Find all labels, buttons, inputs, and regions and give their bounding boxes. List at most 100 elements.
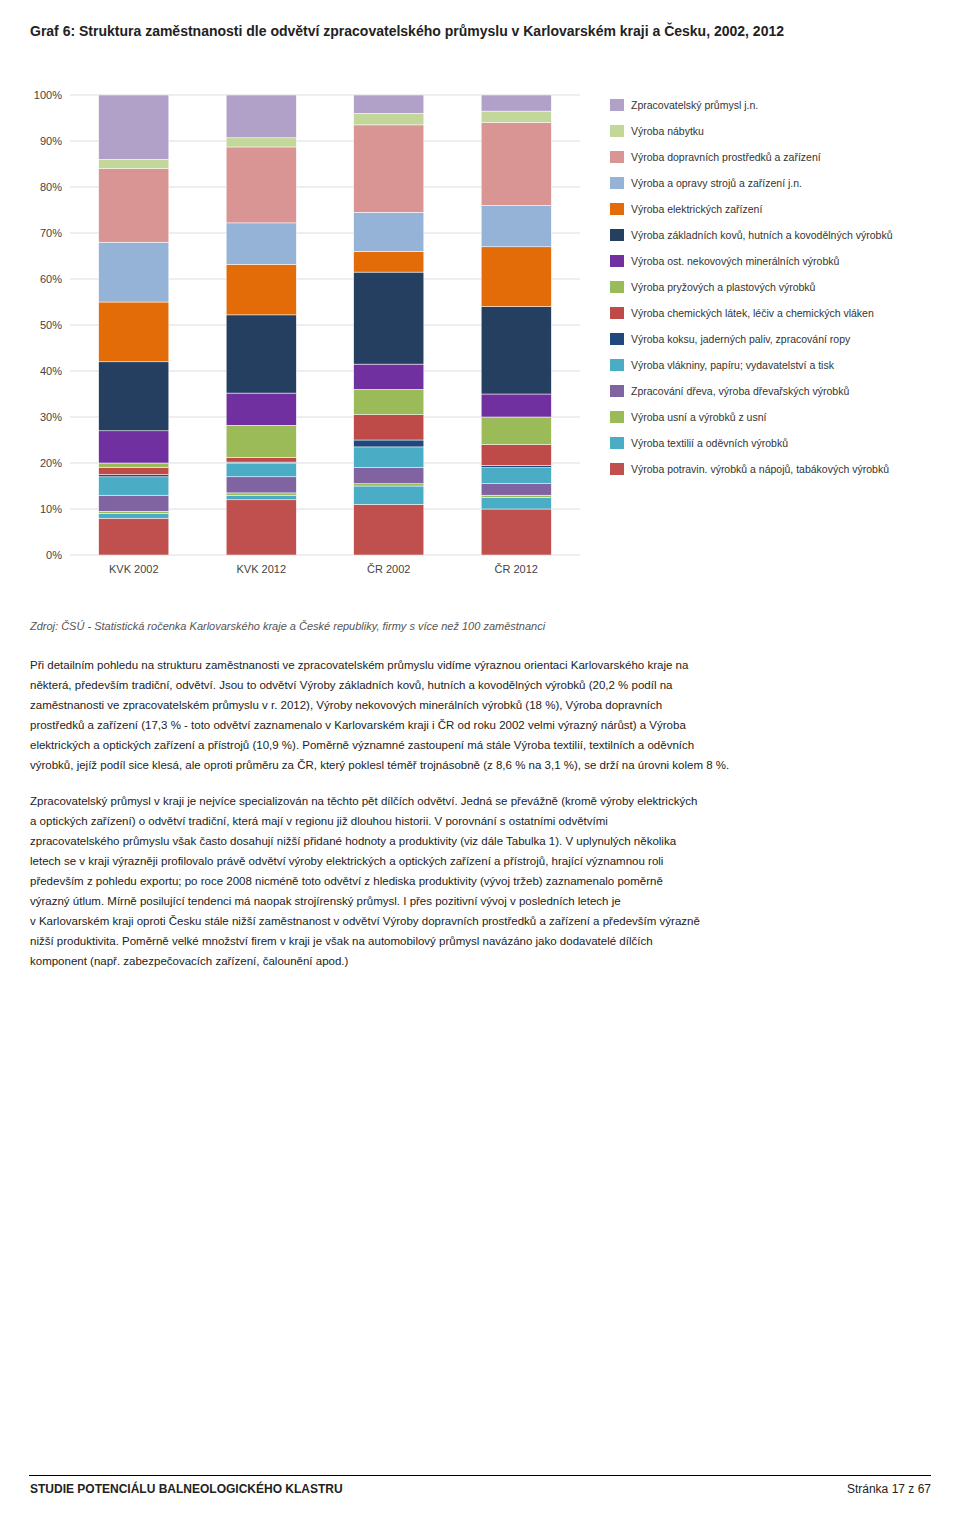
footer-right: Stránka 17 z 67 bbox=[847, 1482, 931, 1496]
bar-segment bbox=[354, 389, 424, 414]
y-tick-label: 70% bbox=[40, 227, 62, 239]
legend-swatch bbox=[610, 411, 624, 423]
legend: Zpracovatelský průmysl j.n. Výroba nábytk… bbox=[610, 99, 893, 475]
bar-segment bbox=[226, 315, 296, 393]
bar-segment bbox=[354, 484, 424, 486]
bar-segment bbox=[99, 468, 169, 475]
bar-segment bbox=[481, 445, 551, 466]
footer-rule bbox=[29, 1475, 931, 1476]
bar-segment bbox=[481, 417, 551, 445]
legend-label: Zpracovatelský průmysl j.n. bbox=[631, 99, 758, 111]
legend-swatch bbox=[610, 177, 624, 189]
text-line: v Karlovarském kraji oproti Česku stále … bbox=[30, 911, 940, 931]
bar-segment bbox=[481, 465, 551, 467]
bar-segment bbox=[354, 440, 424, 447]
bar-segment bbox=[226, 500, 296, 555]
bar-segment bbox=[226, 223, 296, 264]
text-line: zaměstnanosti ve zpracovatelském průmysl… bbox=[30, 695, 940, 715]
bar-segment bbox=[226, 138, 296, 147]
legend-label: Výroba potravin. výrobků a nápojů, tabák… bbox=[631, 463, 889, 475]
bar-segment bbox=[481, 247, 551, 307]
legend-label: Výroba usní a výrobků z usní bbox=[631, 411, 766, 423]
bar-segment bbox=[481, 484, 551, 496]
y-tick-label: 30% bbox=[40, 411, 62, 423]
bar-segment bbox=[481, 394, 551, 417]
legend-swatch bbox=[610, 203, 624, 215]
bar-segment bbox=[481, 205, 551, 246]
bar-segment bbox=[226, 457, 296, 462]
legend-label: Výroba textilií a oděvních výrobků bbox=[631, 437, 788, 449]
bar-segment bbox=[226, 147, 296, 223]
bar-segment bbox=[99, 475, 169, 477]
body-text: Při detailním pohledu na strukturu zaměs… bbox=[30, 655, 940, 971]
bar-segment bbox=[99, 431, 169, 463]
text-line: především z pohledu exportu; po roce 200… bbox=[30, 871, 940, 891]
bar-segment bbox=[226, 95, 296, 138]
bar-segment bbox=[354, 364, 424, 389]
legend-label: Výroba pryžových a plastových výrobků bbox=[631, 281, 816, 293]
text-line: letech se v kraji výrazněji profilovalo … bbox=[30, 851, 940, 871]
footer-left: STUDIE POTENCIÁLU BALNEOLOGICKÉHO KLASTR… bbox=[30, 1482, 343, 1496]
bar-segment bbox=[354, 447, 424, 468]
bar-segment bbox=[481, 498, 551, 510]
text-line: Při detailním pohledu na strukturu zaměs… bbox=[30, 655, 940, 675]
legend-swatch bbox=[610, 463, 624, 475]
bar-segment bbox=[226, 425, 296, 457]
legend-label: Výroba dopravních prostředků a zařízení bbox=[631, 151, 821, 163]
bar-segment bbox=[481, 123, 551, 206]
legend-label: Výroba nábytku bbox=[631, 125, 704, 137]
bar-segment bbox=[226, 495, 296, 500]
y-tick-label: 60% bbox=[40, 273, 62, 285]
legend-swatch bbox=[610, 359, 624, 371]
bar-segment bbox=[354, 486, 424, 504]
bar-segment bbox=[226, 393, 296, 425]
bar-segment bbox=[354, 113, 424, 125]
legend-label: Výroba základních kovů, hutních a kovodě… bbox=[631, 229, 893, 241]
bar-segment bbox=[226, 477, 296, 493]
text-line: prostředků a zařízení (17,3 % - toto odv… bbox=[30, 715, 940, 735]
bar-segment bbox=[481, 95, 551, 111]
bar-segment bbox=[354, 125, 424, 212]
legend-swatch bbox=[610, 437, 624, 449]
legend-swatch bbox=[610, 151, 624, 163]
text-line: Zpracovatelský průmysl v kraji je nejvíc… bbox=[30, 791, 940, 811]
x-tick-label: KVK 2002 bbox=[109, 563, 159, 575]
bars bbox=[99, 95, 552, 555]
bar-segment bbox=[354, 212, 424, 251]
y-tick-label: 50% bbox=[40, 319, 62, 331]
title: Graf 6: Struktura zaměstnanosti dle odvě… bbox=[30, 22, 930, 41]
bar-segment bbox=[481, 495, 551, 497]
x-tick-label: ČR 2012 bbox=[495, 563, 538, 575]
y-tick-label: 0% bbox=[46, 549, 62, 561]
bar-segment bbox=[99, 495, 169, 511]
bar-segment bbox=[226, 463, 296, 477]
legend-swatch bbox=[610, 307, 624, 319]
bar-segment bbox=[99, 463, 169, 468]
grid bbox=[70, 95, 580, 555]
legend-swatch bbox=[610, 229, 624, 241]
text-line: výrazný útlum. Mírně posilující tendenci… bbox=[30, 891, 940, 911]
bar-segment bbox=[481, 509, 551, 555]
bar-segment bbox=[99, 242, 169, 302]
text-line: některá, především tradiční, odvětví. Js… bbox=[30, 675, 940, 695]
bar-segment bbox=[481, 111, 551, 123]
bar-segment bbox=[226, 264, 296, 315]
legend-label: Výroba ost. nekovových minerálních výrob… bbox=[631, 255, 840, 267]
bar-segment bbox=[99, 159, 169, 168]
chart: 0%10%20%30%40%50%60%70%80%90%100%KVK 200… bbox=[0, 75, 960, 605]
text-line: nižší produktivita. Poměrně velké množst… bbox=[30, 931, 940, 951]
legend-swatch bbox=[610, 333, 624, 345]
bar-segment bbox=[99, 169, 169, 243]
legend-label: Výroba elektrických zařízení bbox=[631, 203, 762, 215]
x-tick-label: ČR 2002 bbox=[367, 563, 410, 575]
text-line: a optických zařízení) o odvětví tradiční… bbox=[30, 811, 940, 831]
legend-swatch bbox=[610, 255, 624, 267]
x-tick-label: KVK 2012 bbox=[236, 563, 286, 575]
bar-segment bbox=[354, 504, 424, 555]
bar-segment bbox=[99, 518, 169, 555]
legend-swatch bbox=[610, 385, 624, 397]
bar-segment bbox=[354, 272, 424, 364]
bar-segment bbox=[99, 302, 169, 362]
y-tick-label: 100% bbox=[34, 89, 62, 101]
text-line: zpracovatelského průmyslu však často dos… bbox=[30, 831, 940, 851]
